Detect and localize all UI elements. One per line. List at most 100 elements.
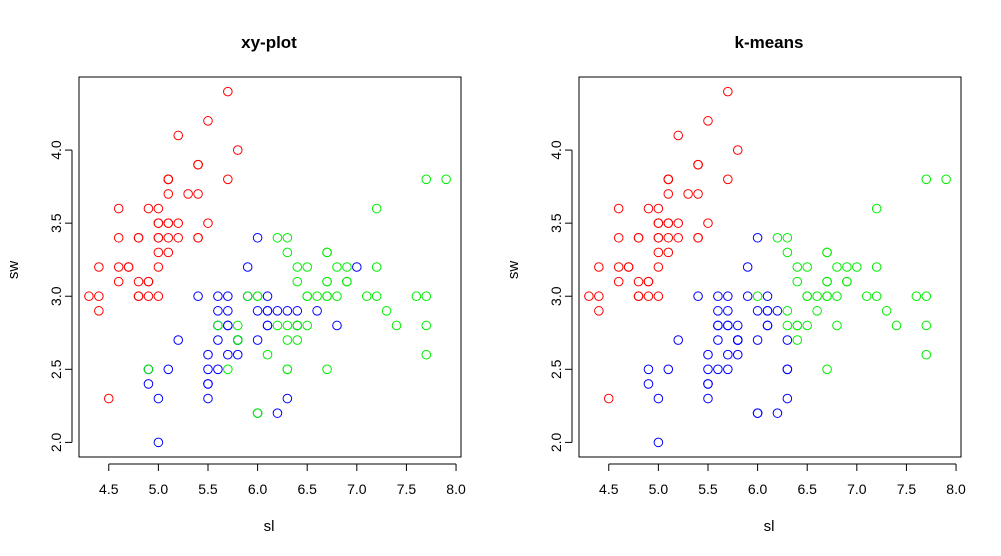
data-point-blue xyxy=(173,335,184,345)
data-point-blue xyxy=(282,393,293,404)
data-point-blue xyxy=(732,349,743,360)
x-tick-label: 8.0 xyxy=(446,481,466,497)
data-point-green xyxy=(941,174,951,185)
y-tick-label: 3.0 xyxy=(48,286,64,306)
data-point-green xyxy=(322,247,332,258)
data-point-red xyxy=(153,218,164,228)
scatter-panel-k-means: k-means sl sw 4.5 5.0 5.5 6.0 6.5 7.0 7.5 8.0 2… xyxy=(505,33,966,535)
data-point-green xyxy=(842,262,852,272)
scatter-panel-xy-plot: xy-plot sl sw 4.5 5.0 5.5 6.0 6.5 7.0 7.5 8.0 2… xyxy=(5,33,466,535)
data-point-red xyxy=(153,262,164,272)
data-point-green xyxy=(792,320,803,331)
data-point-red xyxy=(113,203,124,214)
data-point-green xyxy=(242,291,253,302)
data-point-red xyxy=(613,232,624,243)
data-point-green xyxy=(421,320,432,331)
x-tick-label: 6.0 xyxy=(248,481,268,497)
data-point-green xyxy=(871,291,882,302)
y-tick-label: 4.0 xyxy=(548,140,564,160)
data-point-blue xyxy=(203,393,213,404)
y-axis-label: sw xyxy=(505,261,522,280)
data-point-blue xyxy=(762,320,773,331)
data-point-blue xyxy=(223,320,233,331)
data-point-blue xyxy=(312,306,322,316)
data-point-blue xyxy=(762,291,773,302)
data-point-red xyxy=(193,232,203,243)
data-point-red xyxy=(153,232,164,243)
data-point-red xyxy=(613,262,624,272)
x-tick-label: 5.0 xyxy=(149,481,169,497)
x-tick-label: 6.0 xyxy=(748,481,768,497)
y-tick-label: 2.5 xyxy=(548,359,564,379)
data-point-green xyxy=(822,291,832,302)
data-point-blue xyxy=(742,291,753,302)
data-point-red xyxy=(653,203,664,214)
data-point-red xyxy=(723,174,733,185)
data-points xyxy=(84,86,451,448)
data-point-green xyxy=(371,291,382,302)
data-point-red xyxy=(163,247,174,258)
data-point-green xyxy=(921,174,932,185)
data-point-red xyxy=(643,203,654,214)
y-tick-label: 3.5 xyxy=(48,213,64,233)
data-point-red xyxy=(603,393,614,404)
data-point-green xyxy=(881,306,892,316)
x-tick-label: 6.5 xyxy=(797,481,817,497)
data-point-red xyxy=(163,189,174,199)
data-point-blue xyxy=(282,306,293,316)
data-point-blue xyxy=(332,320,342,331)
data-point-red xyxy=(153,291,164,302)
data-point-blue xyxy=(752,232,763,243)
data-point-green xyxy=(322,364,332,375)
data-point-green xyxy=(802,320,813,331)
chart-title: xy-plot xyxy=(241,33,297,52)
data-point-blue xyxy=(723,349,733,360)
data-point-blue xyxy=(713,335,723,345)
data-point-red xyxy=(663,189,674,199)
data-point-red xyxy=(163,174,174,185)
data-point-blue xyxy=(643,379,654,389)
y-axis-label: sw xyxy=(5,261,22,280)
data-point-green xyxy=(842,276,852,287)
data-point-green xyxy=(782,247,793,258)
data-point-blue xyxy=(213,306,223,316)
data-point-blue xyxy=(262,291,273,302)
data-point-red xyxy=(223,86,233,97)
data-point-red xyxy=(703,218,713,228)
data-point-green xyxy=(812,291,822,302)
data-point-red xyxy=(143,203,154,214)
data-point-red xyxy=(163,232,174,243)
data-point-blue xyxy=(272,306,283,316)
data-point-green xyxy=(832,320,842,331)
x-tick-label: 4.5 xyxy=(99,481,119,497)
data-point-green xyxy=(822,364,832,375)
data-point-blue xyxy=(663,364,674,375)
x-tick-label: 5.5 xyxy=(698,481,718,497)
data-point-red xyxy=(143,276,154,287)
plot-frame xyxy=(78,76,462,458)
data-point-green xyxy=(252,291,263,302)
data-point-blue xyxy=(252,335,263,345)
data-point-green xyxy=(272,232,283,243)
data-point-green xyxy=(292,262,303,272)
data-point-green xyxy=(213,320,223,331)
data-point-red xyxy=(113,276,124,287)
data-point-green xyxy=(143,364,154,375)
data-point-red xyxy=(723,86,733,97)
data-point-green xyxy=(861,291,872,302)
data-point-blue xyxy=(703,379,713,389)
data-point-red xyxy=(613,203,624,214)
data-point-blue xyxy=(252,306,263,316)
data-point-green xyxy=(342,262,352,272)
data-point-red xyxy=(653,247,664,258)
data-point-blue xyxy=(752,335,763,345)
data-point-red xyxy=(94,291,104,302)
data-point-red xyxy=(663,232,674,243)
data-point-green xyxy=(792,262,803,272)
data-point-red xyxy=(232,145,243,155)
data-point-green xyxy=(262,349,273,360)
data-point-red xyxy=(153,247,164,258)
data-point-blue xyxy=(163,364,174,375)
data-point-green xyxy=(302,291,313,302)
